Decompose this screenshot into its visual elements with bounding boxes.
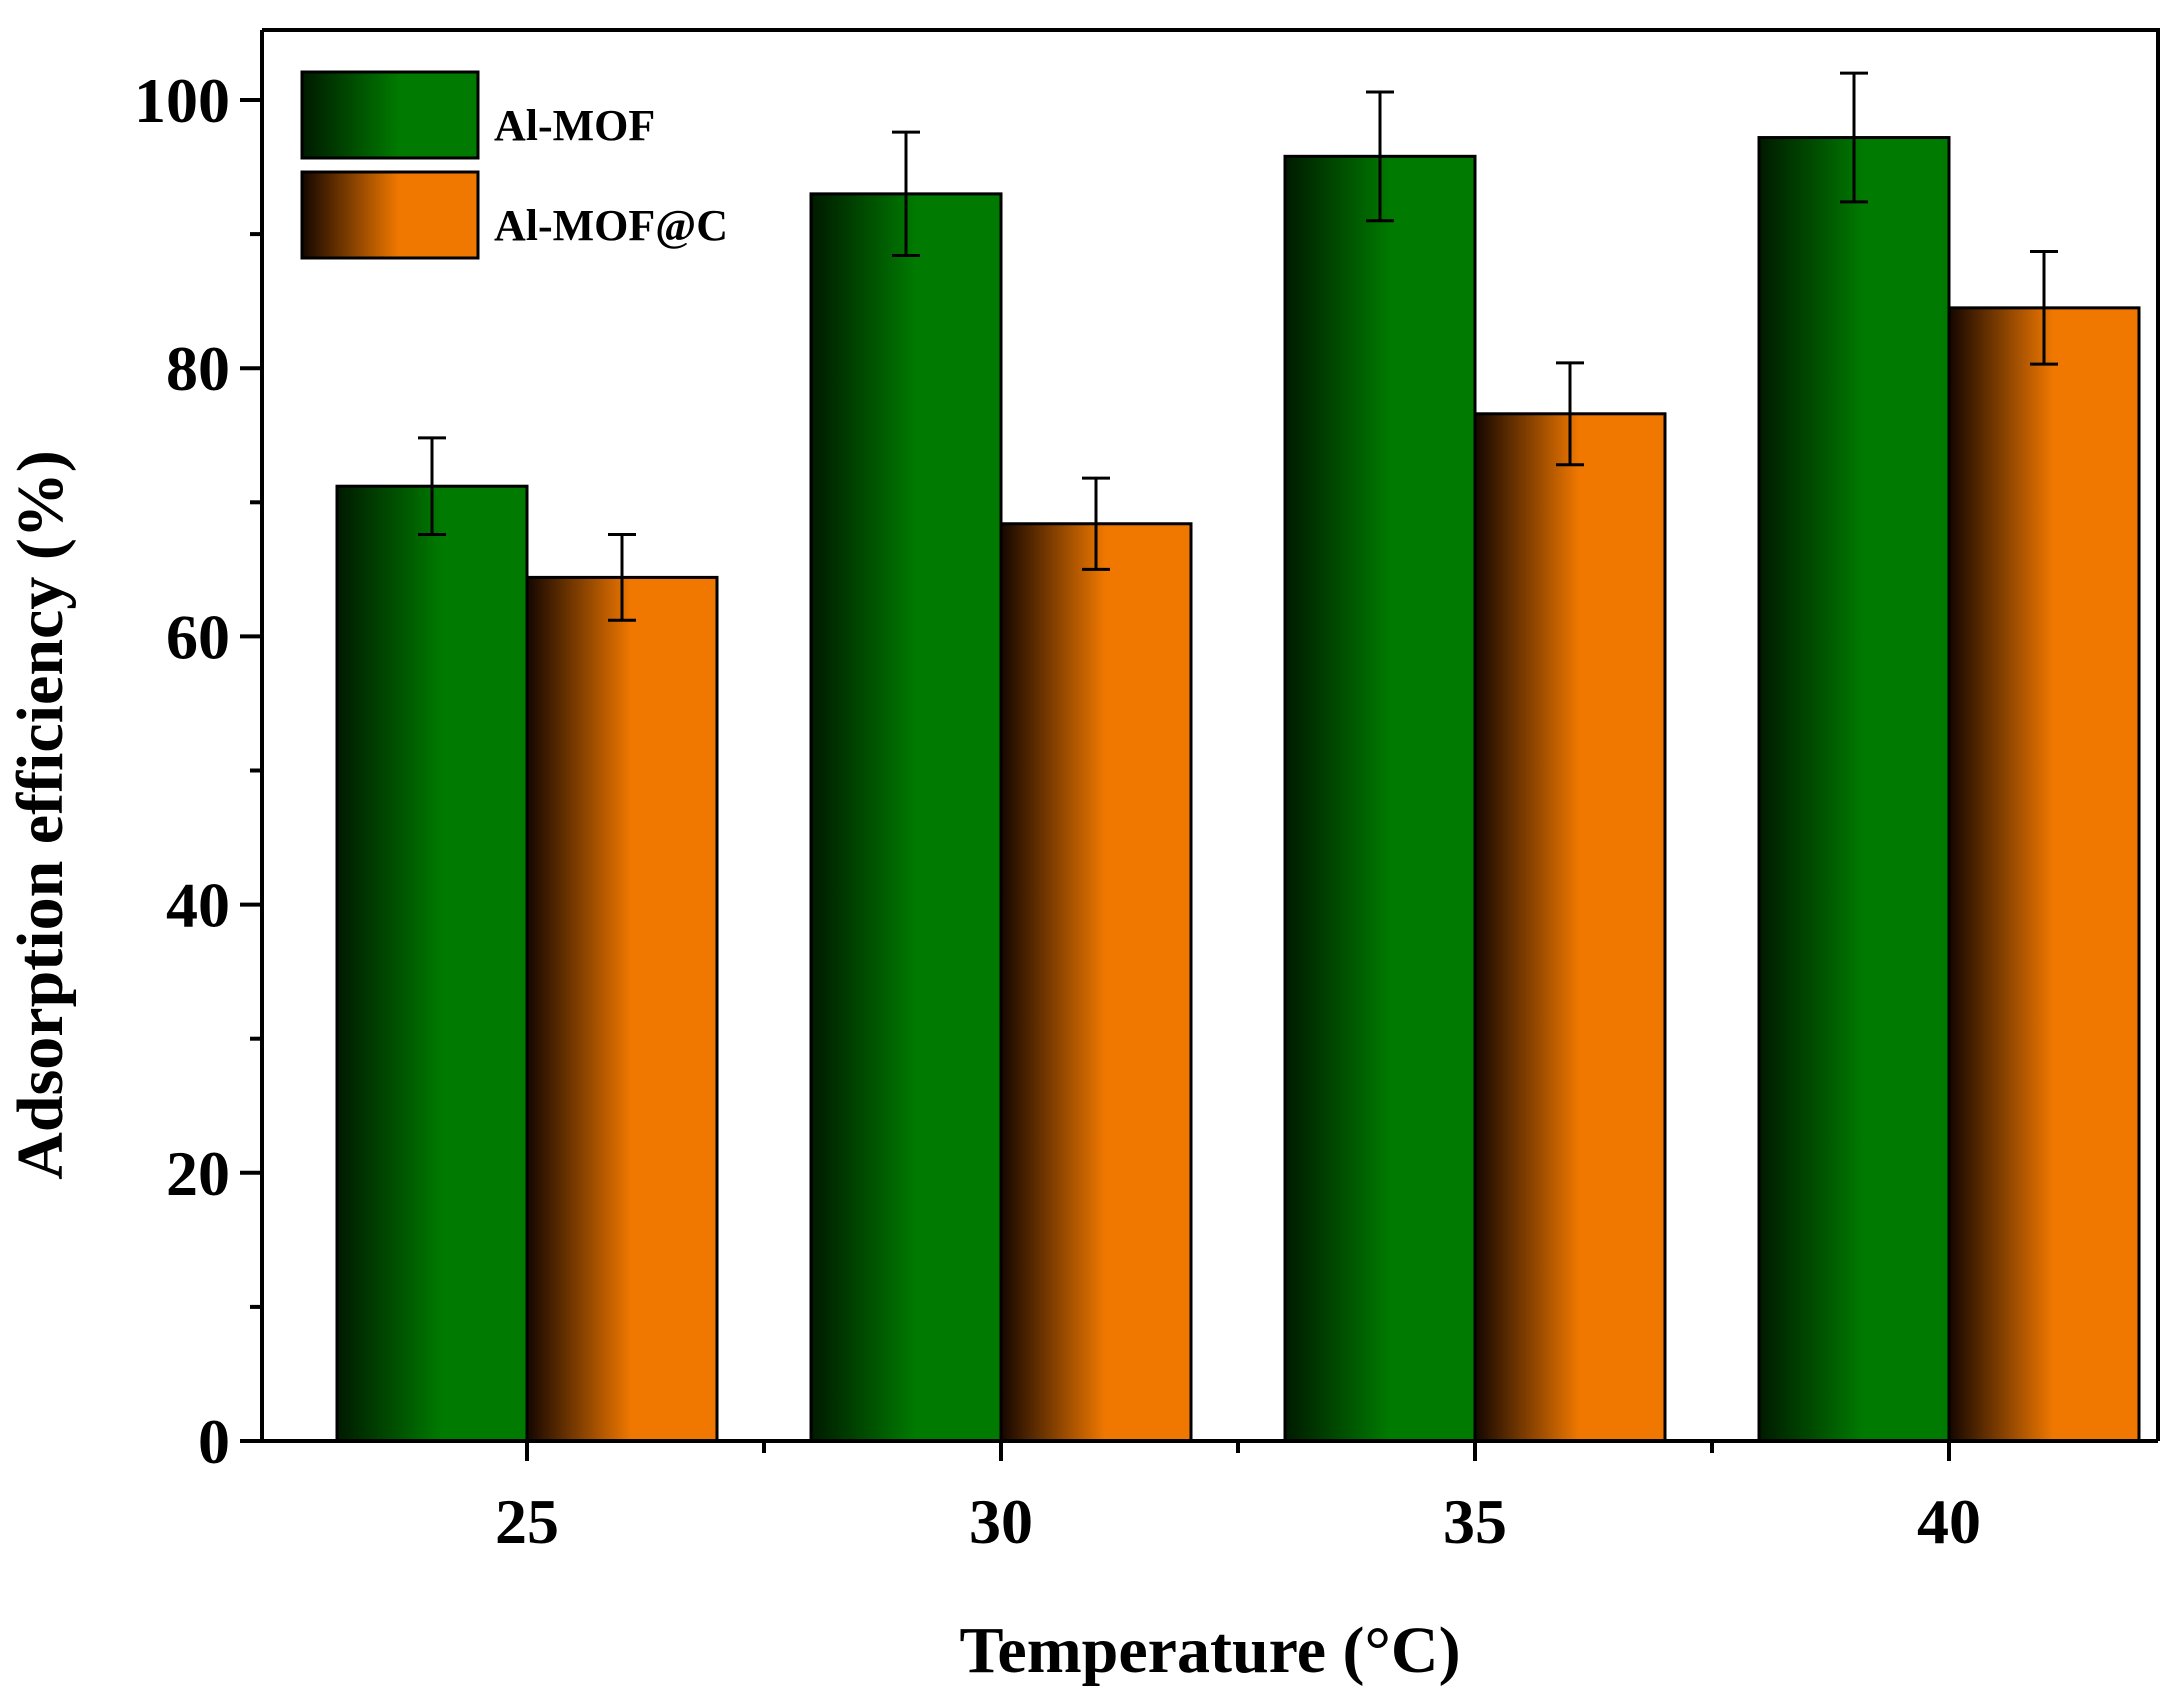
error-bar-al-mof-35 [1366,90,1394,223]
legend-item-al-mof: Al-MOF [300,70,655,160]
bar-al-mof-c-30 [999,522,1193,1443]
y-axis-title: Adsorption efficiency (%) [4,450,77,1180]
error-bar-al-mof-25 [418,436,446,536]
plot-frame [262,28,2160,1441]
error-bar-al-mof-c-25 [608,532,636,622]
x-tick-label-35: 35 [1443,1486,1507,1557]
error-bars-layer [418,71,2058,622]
error-bar-al-mof-30 [892,130,920,258]
bar-al-mof-30 [809,192,1003,1443]
y-tick-label-60: 60 [166,601,230,672]
error-bar-al-mof-c-30 [1082,476,1110,571]
legend: Al-MOF Al-MOF@C [300,70,728,260]
bar-al-mof-c-35 [1473,412,1667,1443]
legend-item-al-mof-c: Al-MOF@C [300,170,728,260]
y-tick-label-0: 0 [198,1406,230,1477]
error-bar-al-mof-c-40 [2030,250,2058,366]
bar-al-mof-c-25 [525,575,719,1443]
bar-al-mof-25 [335,484,529,1443]
legend-swatch [300,70,480,160]
y-tick-label-80: 80 [166,333,230,404]
bar-al-mof-c-40 [1947,306,2141,1443]
x-tick-label-30: 30 [969,1486,1033,1557]
y-tick-label-40: 40 [166,870,230,941]
bars-layer [335,136,2141,1443]
x-tick-label-40: 40 [1917,1486,1981,1557]
legend-label: Al-MOF [494,101,655,150]
error-bar-al-mof-c-35 [1556,361,1584,467]
y-tick-label-20: 20 [166,1138,230,1209]
legend-swatch [300,170,480,260]
legend-label: Al-MOF@C [494,201,728,250]
error-bar-al-mof-40 [1840,71,1868,204]
ticks-layer: 0 20 40 60 80 100 25 30 35 40 [134,65,1981,1557]
y-tick-label-100: 100 [134,65,230,136]
bar-al-mof-35 [1283,154,1477,1443]
x-axis-title: Temperature (°C) [959,1614,1460,1687]
bar-al-mof-40 [1757,136,1951,1443]
x-tick-label-25: 25 [495,1486,559,1557]
